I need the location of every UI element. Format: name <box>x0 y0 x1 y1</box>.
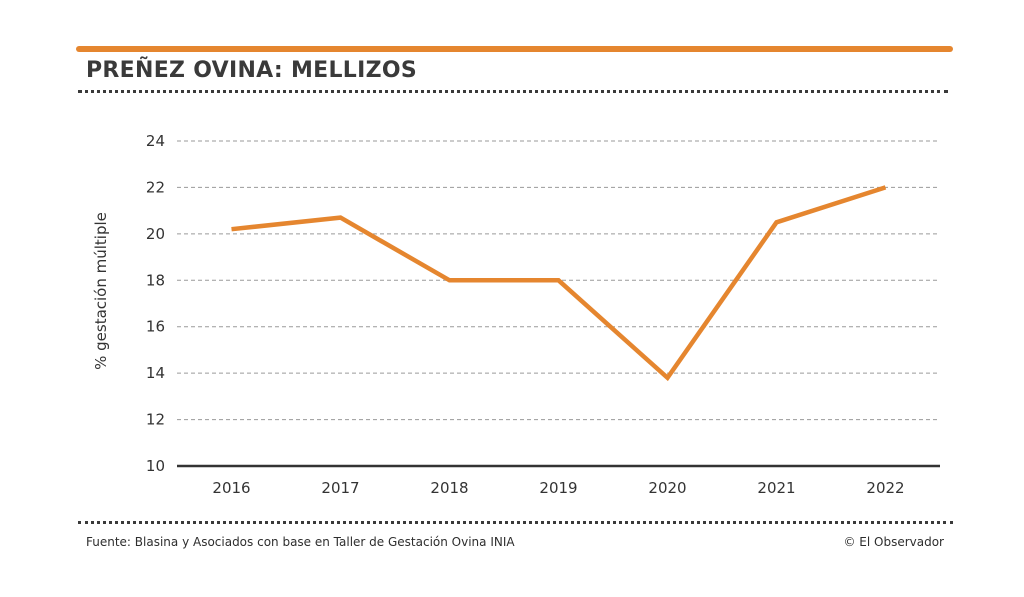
x-tick-label: 2019 <box>539 479 577 497</box>
x-tick-label: 2021 <box>757 479 795 497</box>
x-tick-label: 2016 <box>212 479 250 497</box>
top-accent-bar <box>76 46 953 52</box>
x-tick-label: 2018 <box>430 479 468 497</box>
y-tick-label: 10 <box>146 457 165 475</box>
y-tick-label: 16 <box>146 318 165 336</box>
series-line <box>231 185 887 382</box>
copyright-credit: © El Observador <box>843 535 944 549</box>
x-tick-label: 2017 <box>321 479 359 497</box>
series-layer <box>231 185 887 382</box>
gridlines <box>177 140 940 468</box>
source-note: Fuente: Blasina y Asociados con base en … <box>86 535 515 549</box>
y-tick-label: 18 <box>146 271 165 289</box>
y-axis-label: % gestación múltiple <box>92 212 110 370</box>
footer-divider <box>78 521 953 524</box>
y-tick-label: 14 <box>146 364 165 382</box>
title-divider <box>78 90 948 93</box>
y-tick-label: 20 <box>146 225 165 243</box>
x-tick-label: 2020 <box>648 479 686 497</box>
y-tick-label: 24 <box>146 132 165 150</box>
y-tick-label: 22 <box>146 178 165 196</box>
y-tick-labels: 10 12 14 16 18 20 22 24 <box>146 132 165 475</box>
chart-title: PREÑEZ OVINA: MELLIZOS <box>86 58 418 83</box>
x-tick-labels: 2016 2017 2018 2019 2020 2021 2022 <box>212 479 904 497</box>
x-tick-label: 2022 <box>866 479 904 497</box>
y-tick-label: 12 <box>146 411 165 429</box>
